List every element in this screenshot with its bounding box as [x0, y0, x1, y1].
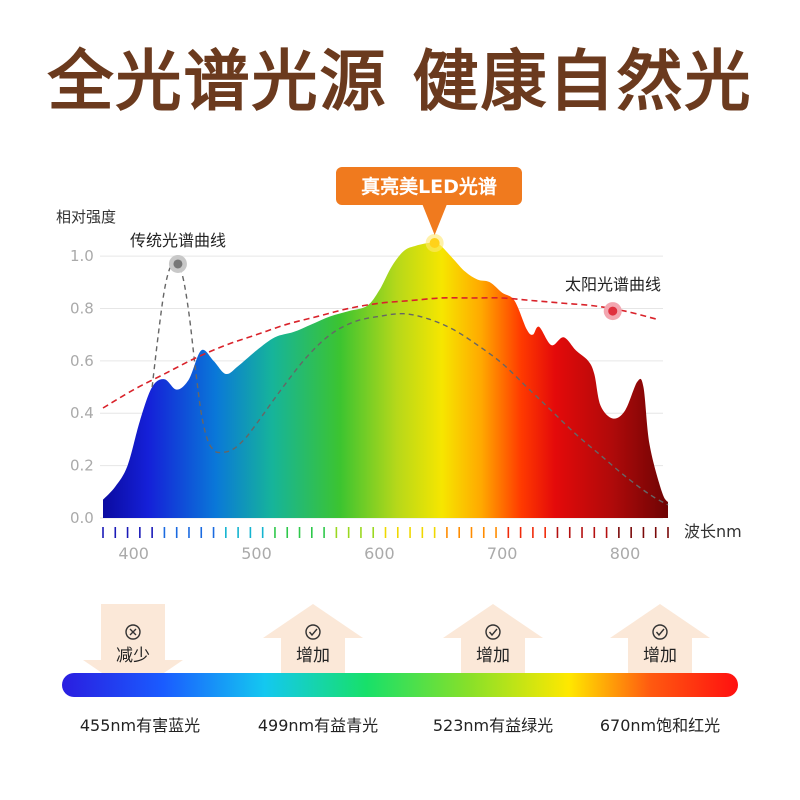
check-circle-icon: [485, 624, 501, 640]
x-circle-icon: [125, 624, 141, 640]
y-tick-label: 0.6: [70, 352, 94, 370]
check-mark: [308, 628, 318, 637]
arrow-up-shape: [263, 604, 363, 694]
spectrum-bar: [62, 673, 738, 697]
y-tick-label: 0.2: [70, 457, 94, 475]
arrow-up: 增加: [263, 604, 363, 694]
led-badge-label: 真亮美LED光谱: [361, 175, 497, 198]
x-tick-label: 800: [610, 544, 641, 563]
wavelength-label: 455nm有害蓝光: [79, 716, 201, 735]
arrow-label: 增加: [476, 646, 510, 666]
wavelength-label: 499nm有益青光: [257, 716, 379, 735]
arrow-down-shape: [83, 604, 183, 694]
check-circle-icon: [652, 624, 668, 640]
arrow-label: 减少: [116, 646, 150, 666]
x-tick-label: 700: [487, 544, 518, 563]
check-mark: [655, 628, 665, 637]
x-mark: [129, 628, 137, 636]
page-title: 全光谱光源 健康自然光: [47, 43, 753, 120]
x-tick-label: 600: [364, 544, 395, 563]
y-tick-label: 0.4: [70, 404, 94, 422]
arrow-up: 增加: [610, 604, 710, 694]
y-tick-label: 0.0: [70, 509, 94, 527]
x-tick-label: 400: [118, 544, 149, 563]
y-tick-label: 1.0: [70, 247, 94, 265]
traditional-marker: [173, 259, 183, 269]
traditional-curve: [151, 262, 669, 506]
arrow-up-shape: [443, 604, 543, 694]
check-mark: [488, 628, 498, 637]
wavelength-label: 670nm饱和红光: [599, 716, 721, 735]
sun-marker: [608, 306, 618, 316]
led-badge-pointer: [422, 205, 447, 235]
arrow-up-shape: [610, 604, 710, 694]
y-axis-label: 相对强度: [56, 208, 116, 226]
arrow-up: 增加: [443, 604, 543, 694]
led-badge: [336, 167, 522, 205]
arrow-label: 增加: [296, 646, 330, 666]
x-tick-label: 500: [241, 544, 272, 563]
check-circle-icon: [305, 624, 321, 640]
arrow-label: 增加: [643, 646, 677, 666]
sun-label: 太阳光谱曲线: [565, 275, 661, 294]
wavelength-label: 523nm有益绿光: [432, 716, 554, 735]
y-tick-label: 0.8: [70, 299, 94, 317]
sun-curve: [102, 297, 656, 409]
traditional-label: 传统光谱曲线: [130, 231, 226, 250]
led-spectrum-area: [103, 242, 668, 519]
arrow-down: 减少: [83, 604, 183, 694]
led-peak-marker: [429, 238, 440, 248]
x-axis-label: 波长nm: [684, 522, 742, 541]
